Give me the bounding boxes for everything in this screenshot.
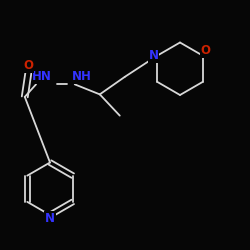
Text: HN: HN <box>32 70 52 83</box>
Text: N: N <box>45 212 55 225</box>
Text: NH: NH <box>72 70 92 83</box>
Text: O: O <box>201 44 211 57</box>
Text: N: N <box>148 49 158 62</box>
Text: O: O <box>24 59 34 72</box>
